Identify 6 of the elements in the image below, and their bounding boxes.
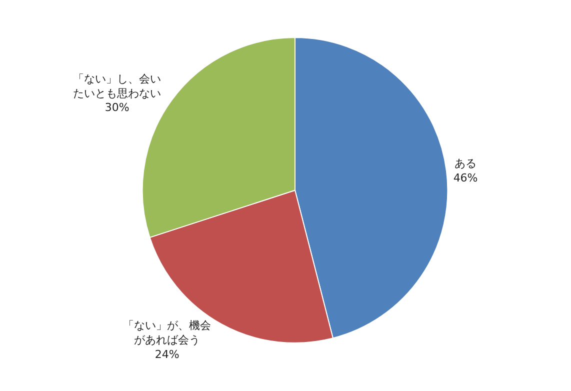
data-label: 24% (154, 348, 180, 361)
data-label: 30% (104, 101, 130, 114)
slice-label: 「ない」し、会いたいとも思わない (73, 72, 162, 100)
slice-label: 「ない」が、機会があれば会う (123, 319, 212, 347)
slice-label: ある (454, 157, 477, 170)
data-label: 46% (453, 172, 478, 185)
